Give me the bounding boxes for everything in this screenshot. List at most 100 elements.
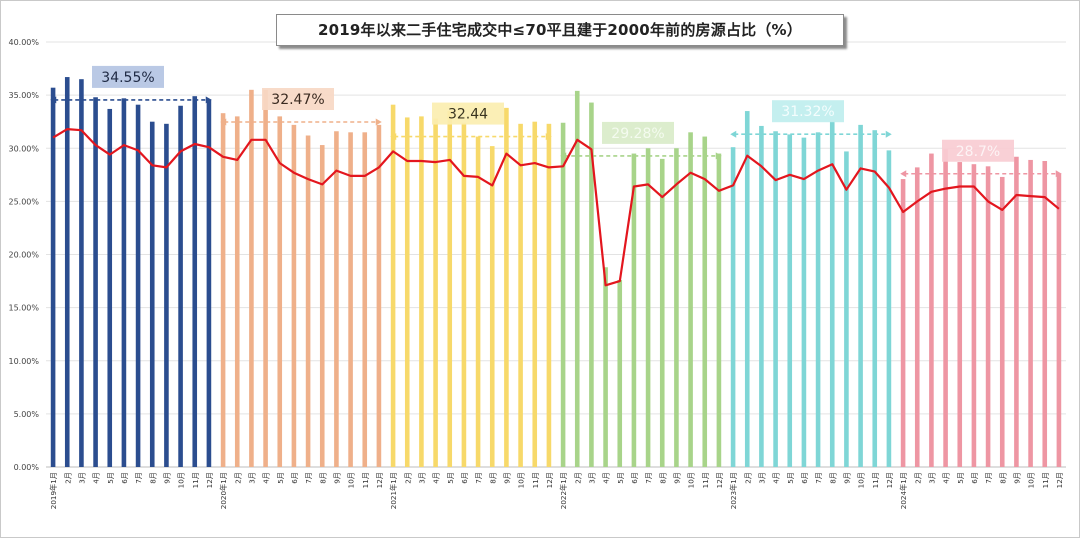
x-tick-label: 12月 [205,472,214,488]
x-tick-label: 2021年1月 [389,472,398,509]
bar [447,111,453,467]
x-tick-label: 12月 [885,472,894,488]
x-tick-label: 8月 [828,472,837,484]
bar [858,124,863,467]
average-arrow-left [220,118,227,126]
bar [291,124,297,467]
x-tick-label: 3月 [417,472,426,484]
bar [943,149,948,467]
x-tick-label: 7月 [644,472,653,484]
bar [1056,173,1062,467]
x-tick-label: 10月 [177,472,186,488]
average-arrow-left [900,170,907,178]
bar [249,89,254,467]
x-tick-label: 8月 [488,472,497,484]
x-tick-label: 9月 [842,472,851,484]
x-tick-label: 11月 [1041,472,1050,488]
y-tick-label: 25.00% [8,197,39,206]
bar [319,145,325,467]
average-label-box [432,102,504,125]
bar [744,111,750,467]
x-tick-label: 4月 [772,472,781,484]
bar [1014,156,1019,467]
bar [107,108,113,467]
x-tick-label: 5月 [786,472,795,484]
average-label: 29.28% [611,126,664,142]
bar [121,98,127,467]
x-tick-label: 2月 [403,472,412,484]
bar [79,79,84,467]
share-line [52,128,1060,287]
x-tick-label: 4月 [432,472,441,484]
x-tick-label: 4月 [942,472,951,484]
bar [773,131,778,467]
y-tick-label: 15.00% [8,304,39,313]
bar [844,151,849,467]
x-tick-label: 3月 [247,472,256,484]
average-arrow-right [545,133,552,141]
x-tick-label: 5月 [956,472,965,484]
x-tick-label: 3月 [757,472,766,484]
x-tick-label: 11月 [361,472,370,488]
bar [603,267,608,467]
bar [674,148,679,467]
x-tick-label: 10月 [687,472,696,488]
y-tick-label: 0.00% [14,463,40,472]
x-tick-label: 2月 [573,472,582,484]
x-tick-label: 2月 [743,472,752,484]
average-label: 32.47% [271,92,324,108]
bars [50,77,1062,467]
bar [433,118,438,467]
bar [419,116,424,467]
x-tick-label: 8月 [658,472,667,484]
x-tick-label: 3月 [77,472,86,484]
y-tick-label: 20.00% [8,251,39,260]
average-arrow-left [50,96,57,104]
average-label-box [772,100,844,123]
average-arrow-right [1055,170,1062,178]
x-tick-label: 8月 [318,472,327,484]
bar [390,104,396,467]
bar [914,167,920,467]
y-axis-labels: 0.00% 5.00% 10.00% 15.00% 20.00% 25.00% 30.00%… [8,38,39,472]
average-label-box [602,121,674,144]
bar [135,104,141,467]
bar [93,97,98,467]
y-tick-label: 5.00% [14,410,40,419]
y-tick-label: 30.00% [8,144,39,153]
bar [461,122,467,467]
average-label: 31.32% [781,104,834,120]
x-tick-label: 4月 [602,472,611,484]
bar [815,132,821,467]
x-tick-label: 10月 [1027,472,1036,488]
x-tick-label: 10月 [857,472,866,488]
bar [716,153,722,467]
bar [376,124,382,467]
bar [532,121,538,467]
x-tick-label: 7月 [474,472,483,484]
x-tick-label: 2月 [63,472,72,484]
bar [957,162,963,467]
bar [985,166,991,467]
bar [192,96,198,467]
x-tick-label: 2月 [913,472,922,484]
bar [489,146,495,467]
bar [475,136,481,467]
average-arrow-left [390,133,397,141]
bar [305,135,311,467]
average-label: 32.44 [448,107,488,123]
average-label-box [262,88,334,111]
bar [263,89,268,467]
chart-title: 2019年以来二手住宅成交中≤70平且建于2000年前的房源占比（%） [318,21,802,39]
x-tick-label: 8月 [148,472,157,484]
x-tick-label: 5月 [616,472,625,484]
y-tick-label: 10.00% [8,357,39,366]
bar [574,90,580,467]
line-series [52,128,1060,287]
x-tick-label: 11月 [191,472,200,488]
x-tick-label: 2020年1月 [219,472,228,509]
bar [929,153,934,467]
x-tick-label: 2022年1月 [559,472,568,509]
bar [787,134,793,467]
x-tick-label: 6月 [120,472,129,484]
